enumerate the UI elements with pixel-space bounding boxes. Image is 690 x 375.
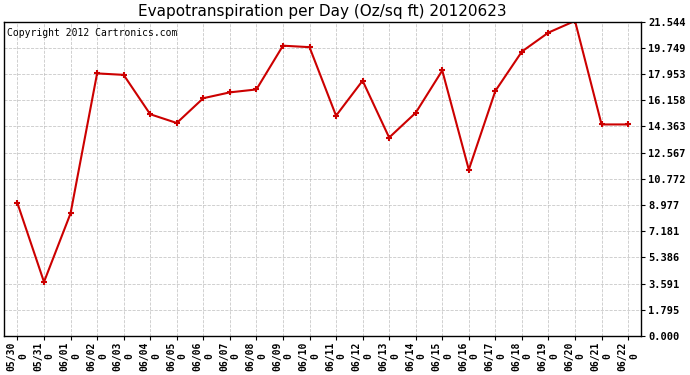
Title: Evapotranspiration per Day (Oz/sq ft) 20120623: Evapotranspiration per Day (Oz/sq ft) 20…	[139, 4, 507, 19]
Text: Copyright 2012 Cartronics.com: Copyright 2012 Cartronics.com	[8, 28, 178, 38]
